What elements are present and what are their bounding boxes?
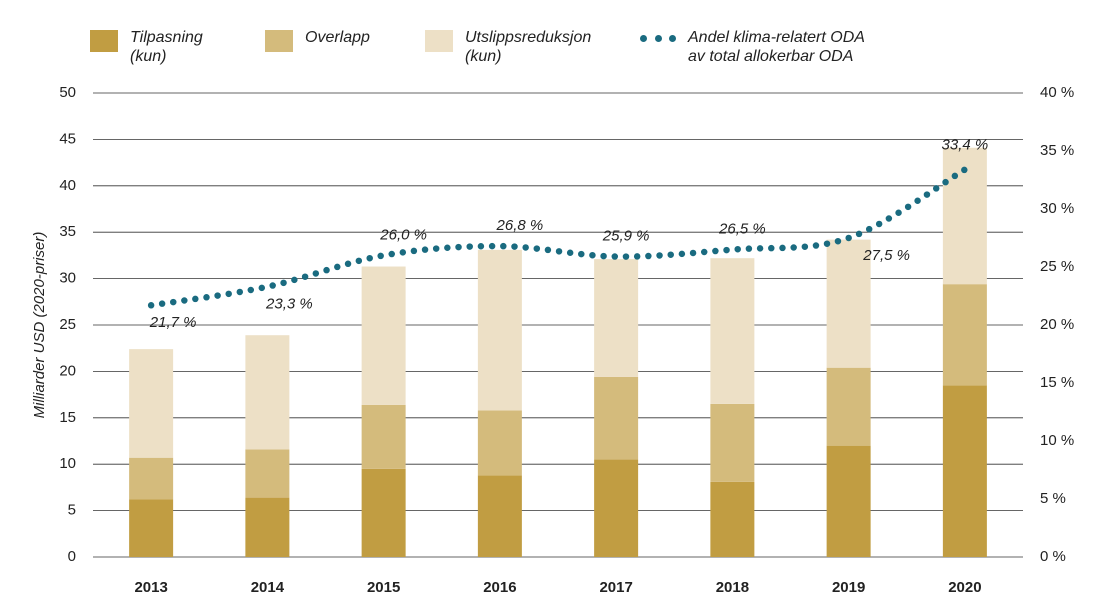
- bar-segment: [361, 468, 406, 557]
- bar-segment: [129, 457, 174, 500]
- y2-tick-label: 35 %: [1040, 142, 1074, 159]
- data-label: 33,4 %: [942, 137, 989, 154]
- x-tick-label: 2014: [251, 579, 285, 596]
- y-tick-label: 0: [68, 548, 76, 565]
- y2-tick-label: 25 %: [1040, 258, 1074, 275]
- bar-segment: [710, 403, 755, 482]
- bar-segment: [710, 258, 755, 404]
- y2-tick-label: 40 %: [1040, 84, 1074, 101]
- bar-segment: [245, 497, 290, 557]
- bar-segment: [245, 449, 290, 498]
- y-axis-title: Milliarder USD (2020-priser): [31, 232, 48, 419]
- y2-tick-label: 20 %: [1040, 316, 1074, 333]
- bar-segment: [594, 459, 639, 557]
- bar-segment: [826, 367, 871, 446]
- bar-segment: [942, 284, 987, 386]
- y-tick-label: 45: [59, 130, 76, 147]
- y-tick-label: 40: [59, 177, 76, 194]
- y-tick-label: 25: [59, 316, 76, 333]
- data-label: 27,5 %: [862, 247, 910, 264]
- share-line: [147, 166, 969, 309]
- data-label: 21,7 %: [149, 314, 197, 331]
- legend-item: Utslippsreduksjon (kun): [425, 28, 591, 66]
- y2-tick-label: 5 %: [1040, 490, 1066, 507]
- data-label: 26,0 %: [379, 226, 427, 243]
- legend-label: Tilpasning (kun): [130, 29, 203, 65]
- x-tick-label: 2015: [367, 579, 400, 596]
- legend-label: Andel klima-relatert ODA av total alloke…: [688, 29, 865, 65]
- legend-swatch: [425, 30, 453, 52]
- x-tick-label: 2019: [832, 579, 865, 596]
- x-tick-label: 2013: [134, 579, 167, 596]
- legend-swatch: [90, 30, 118, 52]
- legend-swatch: [640, 35, 676, 42]
- x-tick-label: 2016: [483, 579, 516, 596]
- y-tick-label: 50: [59, 84, 76, 101]
- data-label: 23,3 %: [265, 296, 313, 313]
- bar-segment: [594, 376, 639, 460]
- x-tick-label: 2020: [948, 579, 981, 596]
- x-tick-label: 2018: [716, 579, 749, 596]
- bar-segment: [477, 475, 522, 557]
- y-tick-label: 15: [59, 409, 76, 426]
- y2-tick-label: 30 %: [1040, 200, 1074, 217]
- legend-item: Andel klima-relatert ODA av total alloke…: [640, 28, 865, 66]
- data-label: 25,9 %: [602, 228, 650, 245]
- bar-segment: [826, 445, 871, 557]
- bar-segment: [594, 259, 639, 377]
- y2-tick-label: 15 %: [1040, 374, 1074, 391]
- y-tick-label: 10: [59, 455, 76, 472]
- y-tick-label: 5: [68, 502, 76, 519]
- legend-label: Utslippsreduksjon (kun): [465, 29, 592, 65]
- bar-segment: [361, 404, 406, 469]
- legend-label: Overlapp: [305, 29, 370, 46]
- bar-segment: [477, 249, 522, 411]
- y-tick-label: 20: [59, 362, 76, 379]
- legend-swatch: [265, 30, 293, 52]
- bar-segment: [361, 266, 406, 405]
- x-tick-label: 2017: [599, 579, 632, 596]
- bar-segment: [710, 481, 755, 557]
- bar-segment: [245, 335, 290, 450]
- bar-segment: [826, 239, 871, 368]
- bar-segment: [477, 410, 522, 476]
- legend-item: Overlapp: [265, 28, 370, 52]
- y2-tick-label: 10 %: [1040, 432, 1074, 449]
- bar-segment: [942, 385, 987, 557]
- data-label: 26,8 %: [496, 217, 544, 234]
- y2-tick-label: 0 %: [1040, 548, 1066, 565]
- y-tick-label: 30: [59, 270, 76, 287]
- bar-segment: [129, 349, 174, 458]
- y-tick-label: 35: [59, 223, 76, 240]
- bar-segment: [129, 499, 174, 557]
- legend-item: Tilpasning (kun): [90, 28, 203, 66]
- data-label: 26,5 %: [718, 221, 766, 238]
